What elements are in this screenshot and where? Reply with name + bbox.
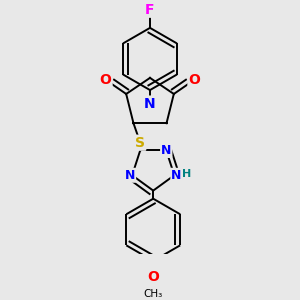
Text: F: F [145,3,155,17]
Text: O: O [188,74,200,87]
Text: O: O [147,270,159,284]
Text: N: N [144,97,156,111]
Text: CH₃: CH₃ [144,289,163,299]
Text: N: N [161,144,171,157]
Text: N: N [171,169,182,182]
Text: N: N [125,169,135,182]
Text: H: H [182,169,191,179]
Text: S: S [135,136,145,150]
Text: O: O [100,74,112,87]
